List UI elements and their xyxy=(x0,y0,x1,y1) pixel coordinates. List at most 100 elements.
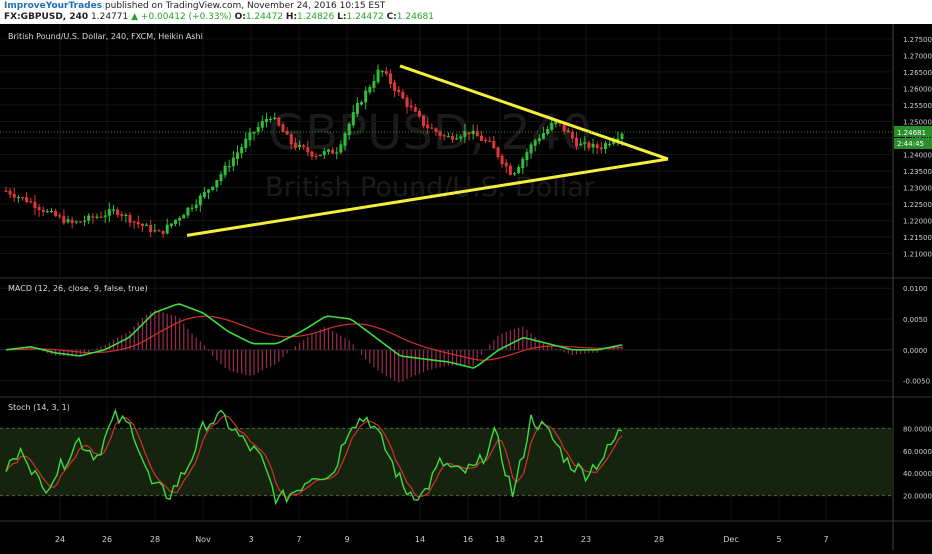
macd-pane-legend[interactable]: MACD (12, 26, close, 9, false, true) xyxy=(8,284,148,293)
candle-body xyxy=(252,132,256,134)
candle-body xyxy=(302,145,306,148)
candle-body xyxy=(95,216,99,218)
candle-body xyxy=(227,166,231,168)
stoch-pane-legend[interactable]: Stoch (14, 3, 1) xyxy=(8,403,70,412)
candle-body xyxy=(599,147,603,150)
candle-body xyxy=(62,216,66,224)
candle-body xyxy=(376,69,380,83)
price-axis-label: 1.26500 xyxy=(903,69,932,77)
candle-body xyxy=(120,214,124,217)
candle-body xyxy=(496,147,500,158)
candle-body xyxy=(29,201,33,203)
candle-body xyxy=(612,140,616,144)
candle-body xyxy=(372,81,376,88)
price-axis-label: 1.22000 xyxy=(903,217,932,225)
candle-body xyxy=(116,209,120,216)
macd-signal-line xyxy=(5,315,623,361)
price-axis-label: 1.22500 xyxy=(903,201,932,209)
candle-body xyxy=(463,131,467,137)
close-label: C: xyxy=(386,12,397,22)
candle-body xyxy=(107,209,111,216)
candle-body xyxy=(467,131,471,135)
candle-body xyxy=(219,174,223,182)
candle-body xyxy=(49,211,53,213)
chart-canvas[interactable]: GBPUSD, 240 British Pound/U.S. Dollar 24… xyxy=(0,24,932,550)
stoch-axis-label: 60.0000 xyxy=(903,448,932,456)
candle-body xyxy=(140,223,144,226)
price-axis-label: 1.21500 xyxy=(903,234,932,242)
candle-body xyxy=(380,70,384,73)
price-axis-label: 1.25000 xyxy=(903,118,932,126)
candle-body xyxy=(207,189,211,193)
symbol-line: FX:GBPUSD, 240 1.24771 ▲ +0.00412 (+0.33… xyxy=(4,12,434,23)
candle-body xyxy=(525,152,529,161)
x-axis-label: 23 xyxy=(581,535,591,544)
candle-body xyxy=(397,89,401,93)
candle-body xyxy=(384,71,388,74)
candle-body xyxy=(368,87,372,93)
candle-body xyxy=(331,149,335,154)
candle-body xyxy=(178,217,182,221)
price-pane-legend[interactable]: British Pound/U.S. Dollar, 240, FXCM, He… xyxy=(8,32,203,41)
candle-body xyxy=(513,173,517,175)
price-axis-label: 1.21000 xyxy=(903,250,932,258)
stoch-axis-label: 40.0000 xyxy=(903,470,932,478)
high-value: 1.24826 xyxy=(297,12,335,22)
price-axis-label: 1.27000 xyxy=(903,52,932,60)
candle-body xyxy=(269,118,273,121)
candle-body xyxy=(37,207,41,211)
chart-area[interactable]: GBPUSD, 240 British Pound/U.S. Dollar 24… xyxy=(0,24,932,550)
candle-body xyxy=(70,219,74,223)
last-price: 1.24771 xyxy=(91,12,129,22)
candle-body xyxy=(236,152,240,159)
candle-body xyxy=(58,215,62,217)
candle-body xyxy=(583,142,587,144)
author-link[interactable]: ImproveYourTrades xyxy=(4,1,103,11)
candle-body xyxy=(240,147,244,154)
change-up-icon: ▲ xyxy=(131,12,139,22)
candle-body xyxy=(608,143,612,146)
stoch-plot xyxy=(5,408,623,506)
candle-body xyxy=(393,82,397,92)
candle-body xyxy=(566,130,570,133)
x-axis-label: 14 xyxy=(415,535,425,544)
candle-body xyxy=(136,221,140,225)
candle-body xyxy=(347,123,351,136)
last-price-tag: 1.24681 xyxy=(897,129,926,137)
close-value: 1.24681 xyxy=(396,12,435,22)
candle-body xyxy=(413,107,417,112)
candle-body xyxy=(289,134,293,145)
candle-body xyxy=(174,219,178,224)
candle-body xyxy=(91,216,95,218)
stoch-axis-label: 20.0000 xyxy=(903,493,932,501)
candle-body xyxy=(198,195,202,206)
x-axis-label: 21 xyxy=(534,535,544,544)
candle-body xyxy=(591,143,595,148)
trendlines[interactable] xyxy=(186,64,669,237)
candle-body xyxy=(285,131,289,135)
candle-body xyxy=(339,144,343,153)
stoch-axis-label: 80.0000 xyxy=(903,425,932,433)
candle-body xyxy=(103,215,107,217)
candle-body xyxy=(78,221,82,223)
candle-body xyxy=(479,135,483,141)
candle-body xyxy=(211,186,215,191)
candle-body xyxy=(99,216,103,218)
x-axis-label: 24 xyxy=(55,535,65,544)
candle-body xyxy=(202,191,206,198)
candle-body xyxy=(281,124,285,133)
publish-line: ImproveYourTrades published on TradingVi… xyxy=(4,1,385,12)
candle-body xyxy=(504,162,508,167)
candle-body xyxy=(351,112,355,126)
candle-body xyxy=(194,204,198,208)
candle-body xyxy=(422,115,426,127)
x-axis-label: 9 xyxy=(344,535,349,544)
candle-body xyxy=(537,138,541,142)
candle-body xyxy=(434,128,438,133)
candle-body xyxy=(492,141,496,149)
candle-body xyxy=(570,132,574,139)
price-axis-label: 1.27500 xyxy=(903,36,932,44)
macd-axis-label: -0.0050 xyxy=(903,378,930,386)
x-axis-label: 26 xyxy=(102,535,112,544)
macd-plot xyxy=(5,303,623,383)
